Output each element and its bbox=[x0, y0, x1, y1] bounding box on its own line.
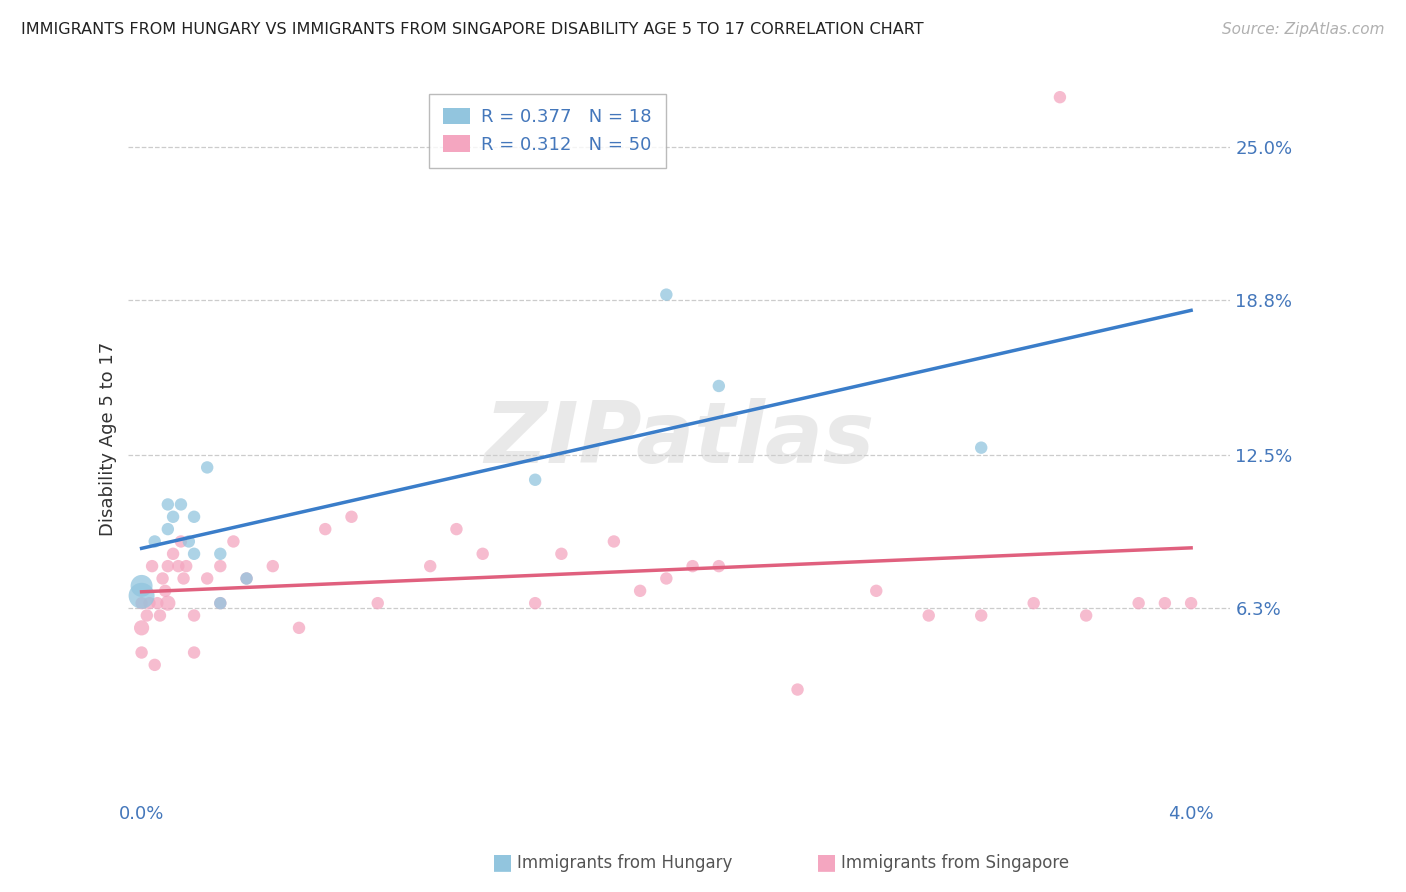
Point bbox=[471, 547, 494, 561]
Point bbox=[1128, 596, 1150, 610]
Point bbox=[209, 596, 232, 610]
Point bbox=[174, 559, 197, 574]
Text: Immigrants from Hungary: Immigrants from Hungary bbox=[517, 855, 733, 872]
Y-axis label: Disability Age 5 to 17: Disability Age 5 to 17 bbox=[100, 342, 117, 536]
Text: ■: ■ bbox=[492, 853, 513, 872]
Point bbox=[183, 646, 205, 660]
Point bbox=[209, 547, 232, 561]
Point bbox=[1022, 596, 1045, 610]
Point bbox=[235, 572, 257, 586]
Point bbox=[1049, 90, 1071, 104]
Point bbox=[183, 608, 205, 623]
Point bbox=[143, 534, 166, 549]
Point bbox=[167, 559, 190, 574]
Point bbox=[1076, 608, 1098, 623]
Point bbox=[918, 608, 941, 623]
Point bbox=[707, 559, 730, 574]
Point bbox=[970, 441, 993, 455]
Point bbox=[156, 559, 179, 574]
Point bbox=[628, 583, 651, 598]
Point bbox=[152, 572, 174, 586]
Point bbox=[162, 509, 184, 524]
Point bbox=[156, 596, 179, 610]
Point bbox=[170, 534, 193, 549]
Point bbox=[865, 583, 887, 598]
Point bbox=[786, 682, 808, 697]
Point bbox=[235, 572, 257, 586]
Point bbox=[262, 559, 284, 574]
Point bbox=[707, 379, 730, 393]
Point bbox=[340, 509, 363, 524]
Point bbox=[131, 646, 153, 660]
Point bbox=[146, 596, 169, 610]
Point bbox=[446, 522, 468, 536]
Point bbox=[682, 559, 704, 574]
Point bbox=[419, 559, 441, 574]
Point bbox=[655, 287, 678, 301]
Text: ZIPatlas: ZIPatlas bbox=[484, 398, 875, 481]
Point bbox=[141, 559, 163, 574]
Point bbox=[1180, 596, 1202, 610]
Point bbox=[135, 608, 157, 623]
Point bbox=[156, 522, 179, 536]
Point bbox=[209, 559, 232, 574]
Point bbox=[183, 509, 205, 524]
Point bbox=[195, 460, 218, 475]
Point bbox=[153, 583, 176, 598]
Point bbox=[550, 547, 572, 561]
Text: IMMIGRANTS FROM HUNGARY VS IMMIGRANTS FROM SINGAPORE DISABILITY AGE 5 TO 17 CORR: IMMIGRANTS FROM HUNGARY VS IMMIGRANTS FR… bbox=[21, 22, 924, 37]
Text: Immigrants from Singapore: Immigrants from Singapore bbox=[841, 855, 1069, 872]
Point bbox=[156, 498, 179, 512]
Point bbox=[149, 608, 172, 623]
Text: ■: ■ bbox=[815, 853, 837, 872]
Point bbox=[970, 608, 993, 623]
Point bbox=[177, 534, 200, 549]
Point bbox=[170, 498, 193, 512]
Point bbox=[131, 596, 153, 610]
Legend: R = 0.377   N = 18, R = 0.312   N = 50: R = 0.377 N = 18, R = 0.312 N = 50 bbox=[429, 94, 666, 169]
Text: Source: ZipAtlas.com: Source: ZipAtlas.com bbox=[1222, 22, 1385, 37]
Point bbox=[603, 534, 626, 549]
Point bbox=[131, 579, 153, 593]
Point bbox=[183, 547, 205, 561]
Point bbox=[288, 621, 311, 635]
Point bbox=[655, 572, 678, 586]
Point bbox=[195, 572, 218, 586]
Point bbox=[524, 473, 547, 487]
Point bbox=[138, 596, 160, 610]
Point bbox=[367, 596, 389, 610]
Point bbox=[131, 621, 153, 635]
Point bbox=[222, 534, 245, 549]
Point bbox=[1154, 596, 1177, 610]
Point bbox=[209, 596, 232, 610]
Point bbox=[314, 522, 336, 536]
Point bbox=[524, 596, 547, 610]
Point bbox=[143, 657, 166, 672]
Point bbox=[131, 589, 153, 603]
Point bbox=[173, 572, 195, 586]
Point bbox=[162, 547, 184, 561]
